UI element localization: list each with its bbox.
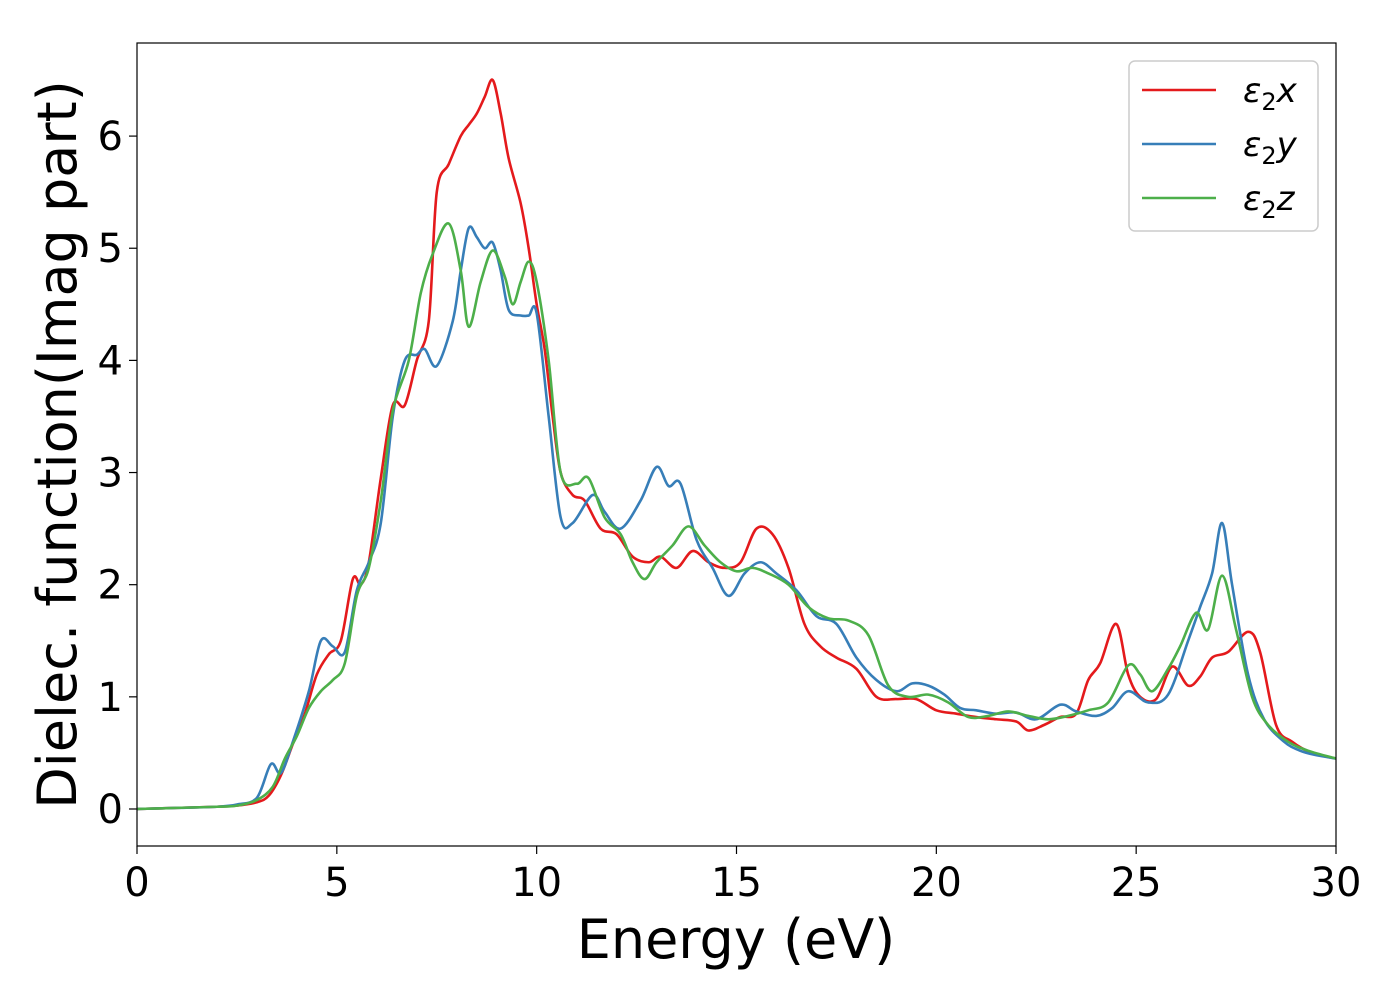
x-ticks: 0 5 10 15 20 25 30: [124, 846, 1361, 906]
y-tick-label: 6: [98, 114, 123, 160]
legend-label-base: ε: [1243, 125, 1261, 165]
y-tick-label: 5: [98, 226, 123, 272]
series-layer: [137, 78, 1336, 811]
y-tick-label: 2: [98, 563, 123, 609]
x-tick-label: 30: [1311, 860, 1362, 906]
y-ticks: 0 1 2 3 4 5 6: [98, 114, 137, 833]
x-tick-label: 5: [324, 860, 349, 906]
x-axis-title: Energy (eV): [577, 908, 896, 971]
x-tick-label: 0: [124, 860, 149, 906]
legend-label-subscript: 2: [1261, 88, 1276, 116]
x-tick-label: 25: [1111, 860, 1162, 906]
y-axis-title: Dielec. function(Imag part): [26, 80, 89, 809]
legend-label-suffix: y: [1276, 125, 1298, 165]
y-tick-label: 3: [98, 451, 123, 497]
legend-label-z: ε2z: [1243, 179, 1296, 224]
x-tick-label: 10: [511, 860, 562, 906]
legend-label-subscript: 2: [1261, 142, 1276, 170]
series-line-z: [137, 222, 1336, 811]
legend-label-y: ε2y: [1243, 125, 1298, 170]
legend-label-base: ε: [1243, 179, 1261, 219]
y-tick-label: 1: [98, 675, 123, 721]
y-tick-label: 4: [98, 338, 123, 384]
y-tick-label: 0: [98, 787, 123, 833]
legend-label-suffix: z: [1276, 179, 1296, 219]
series-line-y: [137, 225, 1336, 811]
x-tick-label: 15: [711, 860, 762, 906]
legend-label-subscript: 2: [1261, 196, 1276, 224]
legend-label-base: ε: [1243, 71, 1261, 111]
legend-frame: [1128, 60, 1319, 232]
x-tick-label: 20: [911, 860, 962, 906]
legend-label-x: ε2x: [1243, 71, 1298, 116]
legend-label-suffix: x: [1276, 71, 1298, 111]
